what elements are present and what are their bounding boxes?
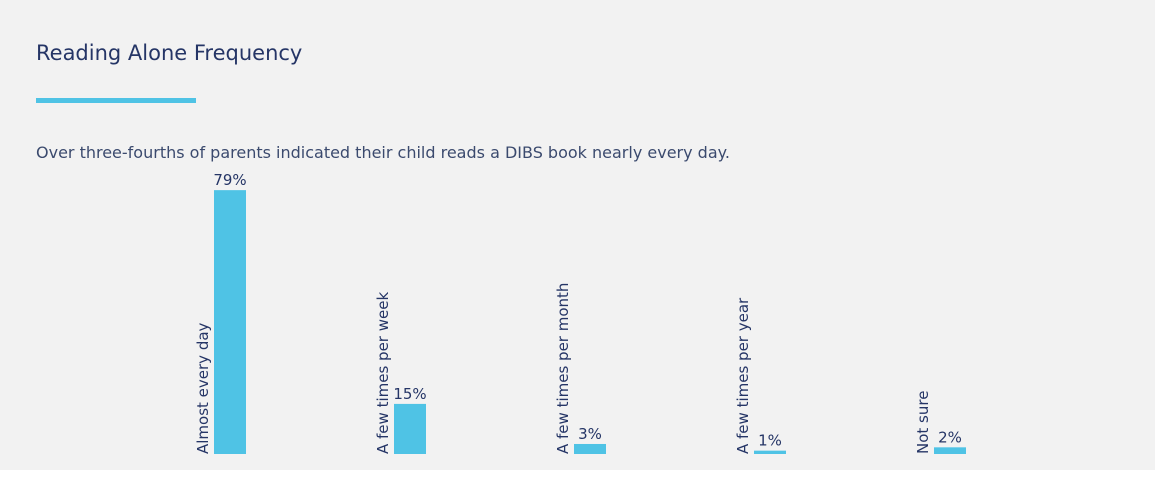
- title-underline: [36, 98, 196, 103]
- value-label: 3%: [578, 425, 602, 443]
- bar: [394, 403, 426, 454]
- bar: [754, 450, 786, 454]
- chart-subtitle: Over three-fourths of parents indicated …: [36, 143, 730, 162]
- chart-title: Reading Alone Frequency: [36, 41, 302, 65]
- bar: [214, 190, 246, 454]
- category-label: A few times per month: [554, 283, 572, 454]
- value-label: 15%: [393, 385, 426, 403]
- category-label: A few times per year: [734, 297, 752, 454]
- category-label: Not sure: [914, 391, 932, 454]
- value-label: 1%: [758, 432, 782, 450]
- bar: [934, 447, 966, 454]
- category-label: A few times per week: [374, 292, 392, 454]
- category-label: Almost every day: [194, 322, 212, 454]
- bar: [574, 443, 606, 454]
- value-label: 2%: [938, 428, 962, 446]
- value-label: 79%: [213, 171, 246, 189]
